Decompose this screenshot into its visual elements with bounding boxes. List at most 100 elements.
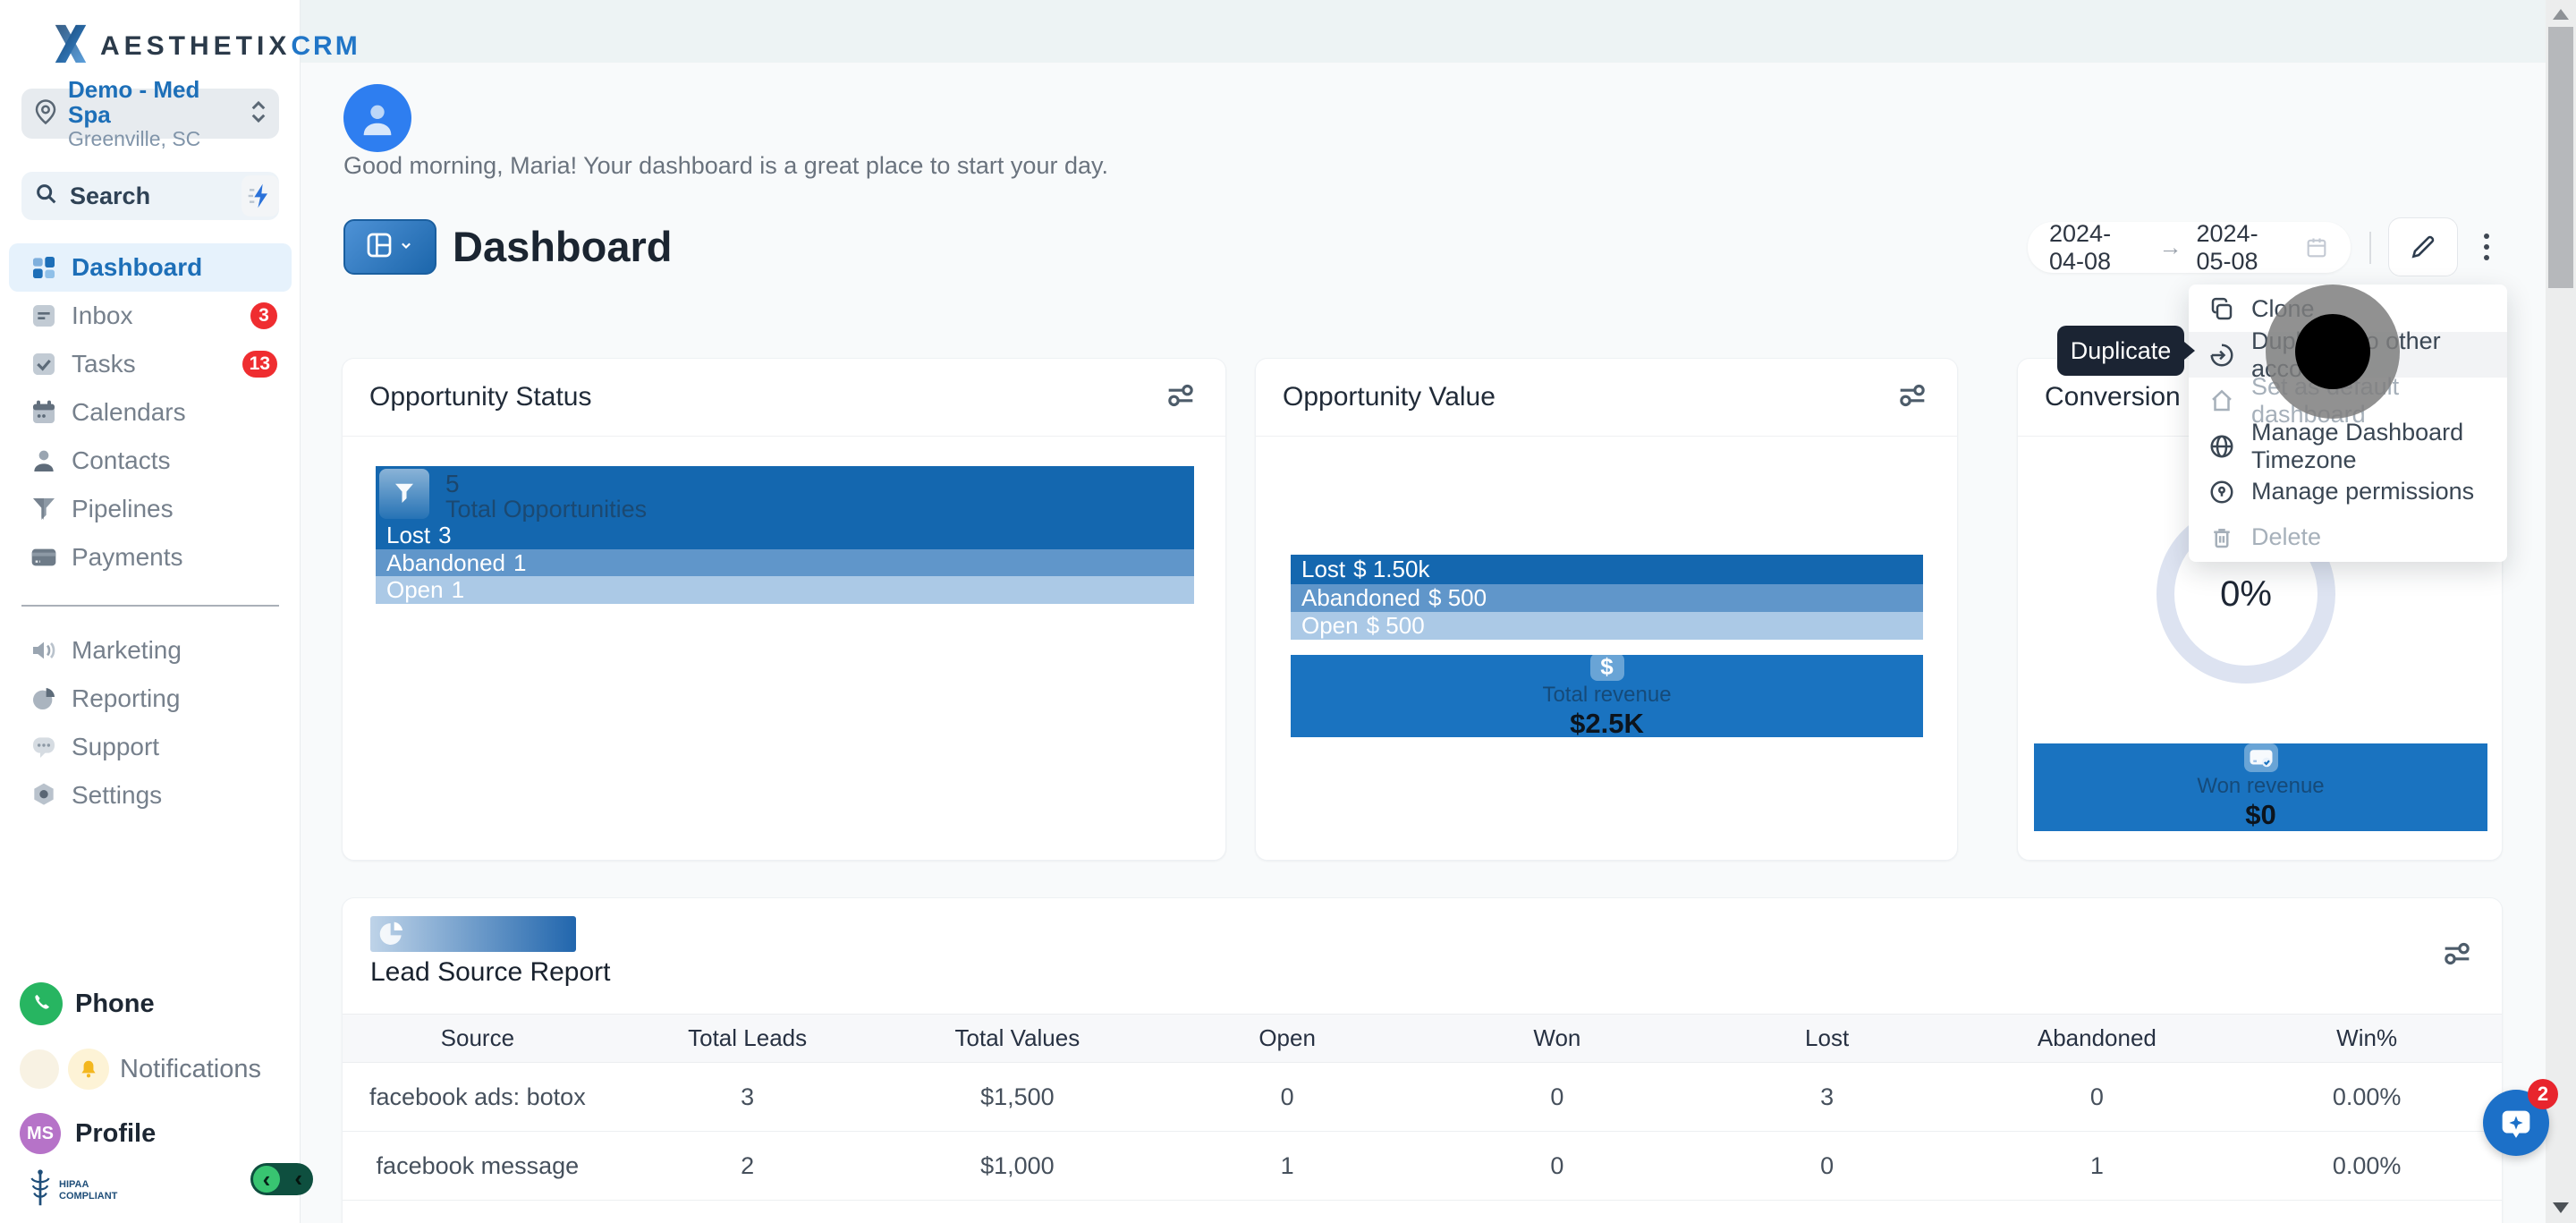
card-check-icon <box>2244 743 2278 772</box>
globe-icon <box>2208 433 2235 460</box>
sidebar-item-label: Calendars <box>72 398 186 427</box>
sidebar-item-label: Settings <box>72 781 162 810</box>
dashboard-switcher-button[interactable] <box>343 219 436 275</box>
scroll-down-arrow-icon[interactable] <box>2553 1202 2569 1213</box>
chat-bubble-icon <box>29 732 59 762</box>
layout-grid-icon <box>365 231 394 264</box>
trash-icon <box>2208 524 2235 551</box>
home-icon <box>2208 387 2235 414</box>
sidebar-item-support[interactable]: Support <box>9 723 292 771</box>
value-bar-lost[interactable]: Lost$ 1.50k <box>1291 555 1923 584</box>
header-divider <box>2369 232 2371 264</box>
sidebar-item-label: Payments <box>72 543 183 572</box>
sidebar-item-inbox[interactable]: Inbox 3 <box>9 292 292 340</box>
total-revenue-value: $2.5K <box>1570 708 1644 740</box>
sidebar-item-label: Inbox <box>72 302 133 330</box>
sidebar-item-settings[interactable]: Settings <box>9 771 292 820</box>
dollar-icon: $ <box>1590 653 1624 681</box>
calendar-icon <box>2304 235 2329 260</box>
table-header-row: Source Total Leads Total Values Open Won… <box>343 1014 2502 1063</box>
tasks-icon <box>29 349 59 379</box>
date-start[interactable]: 2024-04-08 <box>2049 220 2145 276</box>
value-bar-open[interactable]: Open$ 500 <box>1291 612 1923 640</box>
vertical-scrollbar[interactable] <box>2546 0 2576 1223</box>
menu-item-manage-timezone[interactable]: Manage Dashboard Timezone <box>2189 423 2507 469</box>
arrow-right-icon: → <box>2159 234 2182 261</box>
brand-name: AESTHETIXCRM <box>100 31 360 62</box>
won-revenue-block[interactable]: Won revenue $0 <box>2034 743 2487 831</box>
duplicate-tooltip: Duplicate <box>2057 326 2184 376</box>
sidebar-collapse-toggle[interactable]: ‹ ‹ <box>250 1163 313 1195</box>
date-range-picker[interactable]: 2024-04-08 → 2024-05-08 <box>2028 222 2351 273</box>
table-row[interactable]: facebook ads: botox 3 $1,500 0 0 3 0 0.0… <box>343 1063 2502 1132</box>
scroll-up-arrow-icon[interactable] <box>2553 9 2569 20</box>
brand-logo: AESTHETIXCRM <box>50 23 360 69</box>
chevron-left-icon: ‹ <box>253 1166 280 1193</box>
menu-item-manage-permissions[interactable]: Manage permissions <box>2189 469 2507 514</box>
sidebar-item-reporting[interactable]: Reporting <box>9 675 292 723</box>
won-revenue-label: Won revenue <box>2197 774 2324 799</box>
sidebar-item-label: Reporting <box>72 684 180 713</box>
table-row[interactable]: facebook message 2 $1,000 1 0 0 1 0.00% <box>343 1132 2502 1201</box>
sidebar-divider <box>21 605 279 607</box>
sidebar-item-notifications[interactable]: Notifications <box>0 1045 301 1093</box>
sliders-icon[interactable] <box>1163 378 1199 418</box>
status-bar-lost[interactable]: Lost3 <box>376 522 1194 549</box>
chat-badge: 2 <box>2528 1079 2558 1109</box>
arrow-into-circle-icon <box>2208 342 2235 369</box>
scrollbar-thumb[interactable] <box>2548 27 2573 288</box>
sidebar-item-tasks[interactable]: Tasks 13 <box>9 340 292 388</box>
total-revenue-label: Total revenue <box>1542 683 1671 708</box>
column-header[interactable]: Source <box>343 1015 613 1062</box>
sidebar-item-pipelines[interactable]: Pipelines <box>9 485 292 533</box>
funnel-icon <box>29 494 59 524</box>
lead-source-table: Source Total Leads Total Values Open Won… <box>343 1014 2502 1201</box>
total-opportunities-label: Total Opportunities <box>445 496 647 523</box>
sidebar-item-profile[interactable]: MS Profile <box>0 1109 301 1158</box>
sidebar-item-label: Pipelines <box>72 495 174 523</box>
brand-mark-icon <box>50 23 91 69</box>
app-root: AESTHETIXCRM Demo - Med Spa Greenville, … <box>0 0 2576 1223</box>
sidebar-item-contacts[interactable]: Contacts <box>9 437 292 485</box>
credit-card-icon <box>29 542 59 573</box>
sidebar-item-label: Contacts <box>72 446 171 475</box>
sidebar-item-dashboard[interactable]: Dashboard <box>9 243 292 292</box>
sidebar-item-marketing[interactable]: Marketing <box>9 626 292 675</box>
column-header[interactable]: Abandoned <box>1962 1015 2233 1062</box>
total-revenue-block[interactable]: $ Total revenue $2.5K <box>1291 655 1923 737</box>
status-bar-open[interactable]: Open1 <box>376 576 1194 604</box>
column-header[interactable]: Open <box>1152 1015 1422 1062</box>
more-options-button[interactable] <box>2467 221 2506 273</box>
search-input[interactable]: Search <box>21 172 279 220</box>
column-header[interactable]: Won <box>1422 1015 1692 1062</box>
sidebar-item-calendars[interactable]: Calendars <box>9 388 292 437</box>
phone-label: Phone <box>75 989 155 1019</box>
total-opportunities-block[interactable]: 5 Total Opportunities <box>376 466 1194 522</box>
edit-dashboard-button[interactable] <box>2388 217 2458 276</box>
column-header[interactable]: Win% <box>2232 1015 2502 1062</box>
status-bar-abandoned[interactable]: Abandoned1 <box>376 549 1194 576</box>
opportunity-status-card: Opportunity Status 5 Total Opportunities… <box>342 358 1226 861</box>
contacts-icon <box>29 446 59 476</box>
quick-actions-button[interactable] <box>242 175 279 217</box>
column-header[interactable]: Total Leads <box>613 1015 883 1062</box>
user-avatar[interactable] <box>343 84 411 152</box>
notifications-label: Notifications <box>120 1055 261 1084</box>
sidebar-item-payments[interactable]: Payments <box>9 533 292 582</box>
location-name: Demo - Med Spa <box>68 77 249 128</box>
page-title: Dashboard <box>453 219 673 275</box>
pencil-icon <box>2409 233 2437 261</box>
chevron-down-icon <box>397 236 415 259</box>
sliders-icon[interactable] <box>1894 378 1930 418</box>
column-header[interactable]: Lost <box>1692 1015 1962 1062</box>
date-end[interactable]: 2024-05-08 <box>2197 220 2292 276</box>
conversion-percent: 0% <box>2220 574 2272 615</box>
value-bar-abandoned[interactable]: Abandoned$ 500 <box>1291 584 1923 612</box>
dashboard-icon <box>29 252 59 283</box>
map-pin-icon <box>32 98 59 130</box>
column-header[interactable]: Total Values <box>883 1015 1153 1062</box>
sliders-icon[interactable] <box>2439 936 2475 976</box>
chat-sparkle-icon <box>2496 1102 2537 1143</box>
location-selector[interactable]: Demo - Med Spa Greenville, SC <box>21 89 279 139</box>
sidebar-item-phone[interactable]: Phone <box>0 980 301 1028</box>
